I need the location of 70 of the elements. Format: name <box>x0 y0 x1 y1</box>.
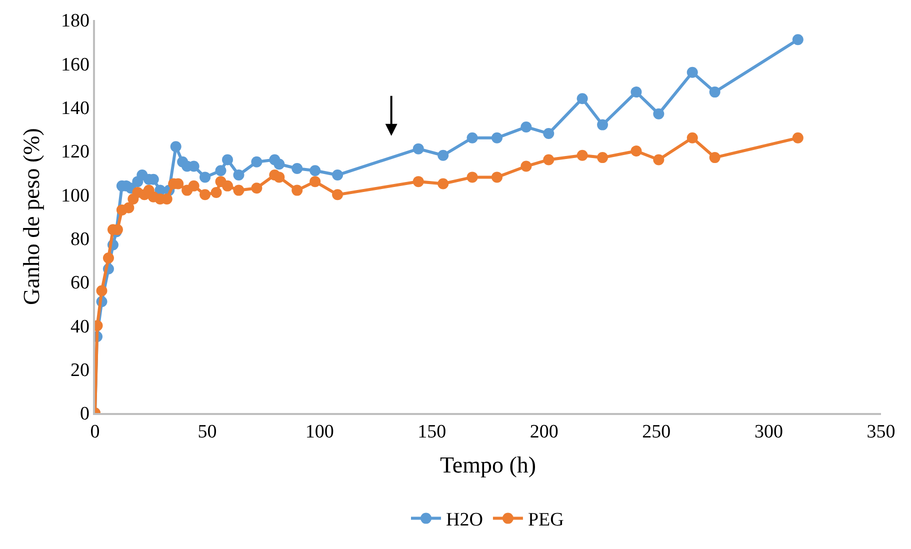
point <box>222 154 233 166</box>
point <box>491 132 502 144</box>
point <box>102 252 114 264</box>
point <box>274 158 285 170</box>
point <box>96 285 108 296</box>
point <box>686 66 698 78</box>
point <box>576 150 588 161</box>
point <box>210 186 222 198</box>
point <box>709 152 720 164</box>
y-axis-title: Ganho de peso (%) <box>18 128 44 305</box>
point <box>332 170 344 181</box>
point <box>200 189 211 200</box>
x-tick-label: 350 <box>866 422 896 443</box>
point <box>543 128 554 140</box>
x-tick-label: 300 <box>754 422 783 443</box>
y-tick-label: 0 <box>80 404 90 425</box>
point <box>709 86 720 98</box>
point <box>520 121 532 132</box>
point <box>466 172 478 183</box>
y-tick-label: 20 <box>70 360 90 381</box>
point <box>332 189 344 200</box>
point <box>630 146 642 156</box>
point <box>412 143 424 154</box>
legend-label: PEG <box>528 510 564 531</box>
point <box>653 108 664 120</box>
x-tick-label: 200 <box>530 422 558 443</box>
point <box>792 132 804 144</box>
point <box>251 182 262 194</box>
point <box>200 172 211 183</box>
point <box>412 176 424 188</box>
point <box>686 132 698 144</box>
point <box>543 154 554 166</box>
point <box>792 34 804 46</box>
x-tick-label: 50 <box>198 422 217 443</box>
point <box>310 165 321 176</box>
point <box>597 152 608 164</box>
x-tick-label: 250 <box>642 422 671 443</box>
y-tick-label: 80 <box>70 228 90 250</box>
y-tick-label: 40 <box>70 316 90 338</box>
legend-label: H2O <box>446 510 483 531</box>
point <box>576 93 588 104</box>
point <box>233 184 244 196</box>
x-tick-label: 150 <box>418 422 446 443</box>
point <box>520 160 532 172</box>
point <box>188 180 200 192</box>
y-tick-label: 180 <box>60 10 90 32</box>
point <box>438 150 449 161</box>
point <box>170 141 182 152</box>
x-tick-label: 100 <box>305 422 334 443</box>
point <box>466 132 478 144</box>
point <box>653 154 664 166</box>
x-axis-title: Tempo (h) <box>440 452 536 478</box>
y-tick-label: 160 <box>60 54 90 76</box>
y-tick-label: 100 <box>60 185 90 206</box>
y-tick-label: 120 <box>60 142 90 163</box>
point <box>233 170 244 181</box>
point <box>274 172 285 183</box>
y-tick-label: 60 <box>70 272 90 294</box>
point <box>630 86 642 98</box>
point <box>491 172 502 183</box>
point <box>310 176 321 188</box>
y-tick-label: 140 <box>60 98 90 119</box>
point <box>123 202 134 214</box>
point <box>597 119 608 130</box>
point <box>292 162 303 174</box>
point <box>222 180 233 192</box>
point <box>215 165 226 176</box>
point <box>251 156 262 168</box>
point <box>292 184 303 196</box>
point <box>438 178 449 190</box>
